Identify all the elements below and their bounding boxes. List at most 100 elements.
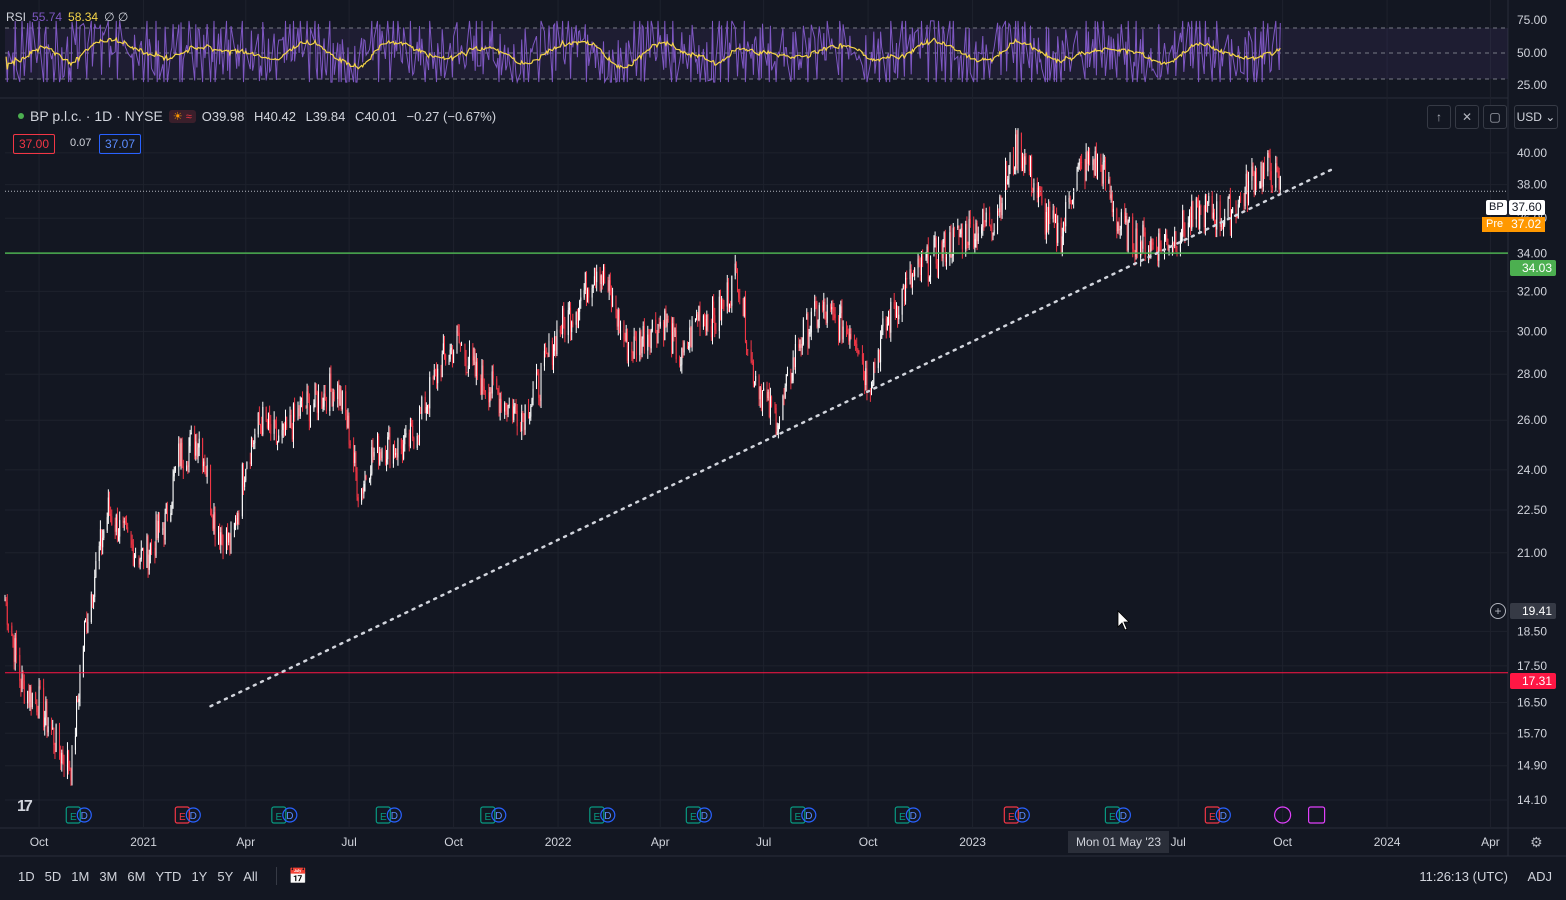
candle-body	[588, 289, 590, 298]
candle-body	[981, 227, 983, 234]
candle-body	[69, 767, 71, 769]
candle-body	[575, 312, 577, 325]
range-3m[interactable]: 3M	[99, 868, 118, 884]
candle-body	[643, 326, 645, 351]
candle-body	[751, 360, 753, 363]
candle-body	[719, 296, 721, 321]
candle-body	[1065, 202, 1067, 227]
candle-body	[372, 447, 374, 457]
candle-body	[1213, 212, 1215, 225]
candle-body	[1023, 157, 1025, 172]
candle-body	[742, 298, 744, 317]
adj-toggle[interactable]: ADJ	[1527, 869, 1552, 884]
candle-body	[384, 450, 386, 463]
candle-body	[245, 468, 247, 481]
candle-body	[698, 306, 700, 321]
candle-body	[394, 445, 396, 456]
candle-body	[926, 246, 928, 258]
candle-body	[1261, 165, 1263, 187]
candle-body	[158, 520, 160, 530]
change-value: −0.27 (−0.67%)	[406, 108, 497, 124]
candle-body	[82, 646, 84, 674]
add-level-icon[interactable]: +	[1490, 603, 1506, 619]
symbol-title[interactable]: BP p.l.c. · 1D · NYSE	[30, 108, 163, 124]
candle-body	[1133, 248, 1135, 252]
candle-body	[36, 699, 38, 713]
candle-body	[229, 533, 231, 550]
currency-select[interactable]: USD ⌄	[1514, 105, 1558, 129]
candle-body	[1255, 171, 1257, 189]
candle-body	[928, 276, 930, 282]
rsi-value: 55.74	[32, 10, 63, 24]
settings-gear-icon[interactable]: ⚙	[1530, 834, 1543, 850]
candle-body	[370, 473, 372, 479]
arrow-up-icon[interactable]: ↑	[1427, 105, 1451, 129]
candle-body	[238, 513, 240, 517]
candle-body	[715, 329, 717, 331]
range-6m[interactable]: 6M	[127, 868, 146, 884]
candle-body	[1001, 203, 1003, 216]
symbol-legend: BP p.l.c. · 1D · NYSE ☀ ≈ O39.98 H40.42 …	[18, 108, 502, 124]
candle-body	[1277, 167, 1279, 171]
candle-body	[767, 391, 769, 399]
candle-body	[1081, 162, 1083, 164]
range-5y[interactable]: 5Y	[217, 868, 234, 884]
range-1y[interactable]: 1Y	[191, 868, 208, 884]
range-1m[interactable]: 1M	[71, 868, 90, 884]
candle-body	[974, 239, 976, 248]
collapse-icon[interactable]: ✕	[1455, 105, 1479, 129]
x-tick-label: Jul	[341, 835, 356, 849]
candle-body	[147, 536, 149, 570]
candle-body	[387, 436, 389, 460]
candle-body	[530, 406, 532, 417]
candle-body	[1252, 166, 1254, 173]
range-5d[interactable]: 5D	[44, 868, 62, 884]
candle-body	[190, 432, 192, 435]
candle-body	[98, 545, 100, 562]
candle-body	[497, 389, 499, 394]
earnings-marker	[1003, 806, 1019, 824]
candle-body	[101, 529, 103, 548]
range-all[interactable]: All	[243, 868, 258, 884]
candle-body	[277, 441, 279, 444]
candle-body	[299, 400, 301, 417]
candle-body	[710, 326, 712, 338]
dividend-label: D	[701, 811, 708, 822]
future-earnings-marker	[1307, 806, 1326, 824]
candle-body	[664, 310, 666, 341]
clock[interactable]: 11:26:13 (UTC)	[1419, 869, 1508, 884]
range-1d[interactable]: 1D	[18, 868, 35, 884]
candle-body	[386, 459, 388, 463]
ask-box[interactable]: 37.07	[99, 134, 142, 154]
candle-body	[1045, 211, 1047, 235]
candle-body	[798, 343, 800, 348]
candle-body	[945, 256, 947, 263]
candle-body	[665, 310, 667, 327]
calendar-icon[interactable]: 📅	[275, 867, 307, 885]
candle-body	[702, 315, 704, 328]
candle-body	[419, 411, 421, 437]
range-ytd[interactable]: YTD	[155, 868, 182, 884]
x-tick-label: 2024	[1374, 835, 1401, 849]
bottom-toolbar: 1D 5D 1M 3M 6M YTD 1Y 5Y All 📅	[0, 860, 1566, 892]
candle-body	[850, 333, 852, 339]
candle-body	[841, 306, 843, 340]
candle-body	[699, 306, 701, 328]
candle-body	[1109, 179, 1111, 199]
candle-body	[20, 680, 22, 692]
market-status-icon	[18, 113, 24, 119]
candle-body	[1056, 214, 1058, 243]
candle-body	[878, 349, 880, 363]
candle-body	[1244, 186, 1246, 207]
session-icons[interactable]: ☀ ≈	[168, 109, 196, 123]
candle-body	[411, 423, 413, 426]
candle-body	[736, 268, 738, 291]
candle-body	[362, 488, 364, 494]
candle-body	[540, 366, 542, 401]
candle-body	[15, 638, 17, 656]
bid-box[interactable]: 37.00	[13, 134, 56, 154]
candle-body	[221, 532, 223, 537]
candle-body	[1072, 199, 1074, 204]
fullscreen-icon[interactable]: ▢	[1483, 105, 1507, 129]
